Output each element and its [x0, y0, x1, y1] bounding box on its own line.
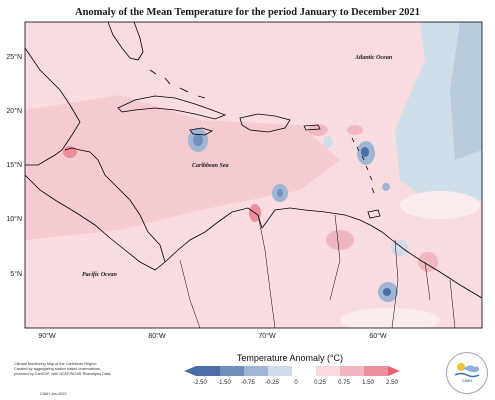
warm-spot-venezuela	[326, 230, 354, 250]
longitude-label: 90°W	[38, 333, 56, 340]
legend-tick: 0	[294, 380, 298, 386]
legend-tick: -0.25	[265, 380, 279, 386]
anomaly-neutral-patch	[400, 191, 480, 219]
cool-spot-pr	[323, 136, 333, 148]
caribbean-sea-label: Caribbean Sea	[192, 163, 229, 169]
legend-swatch	[364, 366, 388, 376]
legend-tick: 0.25	[314, 380, 326, 386]
cimh-logo-icon: CIMH	[446, 352, 488, 394]
central-america-outline	[25, 147, 166, 271]
latitude-label: 10°N	[6, 216, 22, 223]
legend-tick: -1.50	[217, 380, 231, 386]
cool-spot-antilles-core	[361, 147, 369, 157]
cool-spot-abc-core	[277, 189, 283, 197]
legend-tick: 1.50	[362, 380, 374, 386]
cuba-outline	[117, 95, 227, 120]
warm-spot-hispaniola	[308, 124, 328, 136]
credit-date: CIMH Jan-2022	[40, 392, 67, 396]
bahamas-outline	[149, 69, 206, 99]
cool-spot-guiana-core	[383, 288, 391, 296]
jamaica-outline	[189, 127, 214, 136]
map-frame	[24, 21, 483, 329]
anomaly-atlantic-cooler	[450, 22, 482, 160]
coastlines	[25, 22, 482, 328]
florida-outline	[107, 22, 144, 61]
legend-swatch	[388, 366, 400, 376]
latitude-label: 20°N	[6, 108, 22, 115]
cool-spot-barbados	[382, 183, 390, 191]
mexico-gulf-outline	[25, 47, 81, 166]
south-america-coast	[164, 207, 482, 299]
longitude-label: 80°W	[148, 333, 166, 340]
cimh-logo-graphic	[454, 363, 480, 378]
cool-spot-jamaica-core	[193, 134, 203, 146]
atlantic-ocean-label: Atlantic Ocean	[355, 55, 393, 61]
hispaniola-outline	[239, 113, 291, 133]
legend-swatch	[184, 366, 196, 376]
credit-text: Climate Monitoring Map of the Caribbean …	[14, 362, 164, 377]
latitude-label: 5°N	[10, 271, 22, 278]
latitude-label: 15°N	[6, 162, 22, 169]
credit-line: Climate Monitoring Map of the Caribbean …	[14, 362, 98, 366]
legend-tick: -2.50	[193, 380, 207, 386]
legend-tick: 2.50	[386, 380, 398, 386]
legend-swatch	[268, 366, 292, 376]
credit-line: provided by CariCOF, with NCEP/NCAR Rean…	[14, 372, 112, 376]
legend-swatch	[316, 366, 340, 376]
legend-tick: -0.75	[241, 380, 255, 386]
trinidad-outline	[367, 209, 381, 219]
legend-swatch	[244, 366, 268, 376]
latitude-label: 25°N	[6, 54, 22, 61]
legend-title: Temperature Anomaly (°C)	[236, 353, 344, 363]
map-title: Anomaly of the Mean Temperature for the …	[75, 7, 420, 18]
warm-spot-belize	[63, 146, 77, 158]
country-borders	[179, 214, 456, 328]
longitude-label: 60°W	[369, 333, 387, 340]
longitude-label: 70°W	[258, 333, 276, 340]
legend-swatch	[340, 366, 364, 376]
puerto-rico-outline	[303, 124, 321, 131]
anomaly-neutral-patch	[340, 308, 440, 328]
legend-tick: 0.75	[338, 380, 350, 386]
warm-spot-leewards	[347, 125, 363, 135]
legend-colorbar	[184, 366, 400, 376]
legend-swatch	[196, 366, 220, 376]
pacific-ocean-label: Pacific Ocean	[82, 272, 117, 278]
warm-spot-suriname	[418, 252, 438, 272]
credit-line: Created by aggregating station based obs…	[14, 367, 101, 371]
legend-swatch	[220, 366, 244, 376]
logo-text: CIMH	[461, 378, 473, 383]
legend-swatch	[292, 366, 316, 376]
cool-spot-guyana	[391, 240, 409, 256]
lesser-antilles-outline	[351, 137, 375, 194]
